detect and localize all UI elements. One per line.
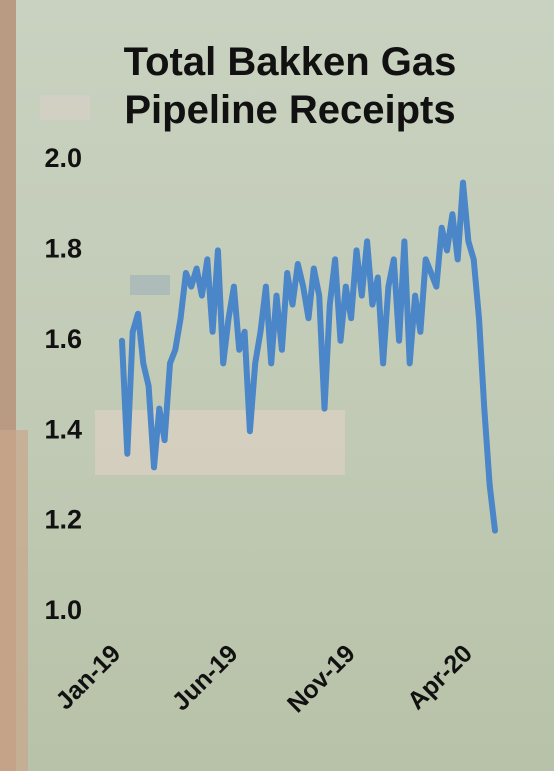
y-tick-label: 1.2 <box>44 505 82 535</box>
field-patch <box>95 410 345 475</box>
y-tick-label: 1.4 <box>44 414 82 444</box>
field-patch <box>40 95 90 120</box>
pond <box>130 275 170 295</box>
y-tick-label: 1.0 <box>44 595 82 625</box>
y-tick-label: 1.8 <box>44 234 82 264</box>
y-tick-label: 1.6 <box>44 324 82 354</box>
chart-title: Total Bakken Gas Pipeline Receipts <box>123 40 457 132</box>
data-line <box>119 179 498 534</box>
road <box>0 430 28 771</box>
y-tick-label: 2.0 <box>44 143 82 173</box>
